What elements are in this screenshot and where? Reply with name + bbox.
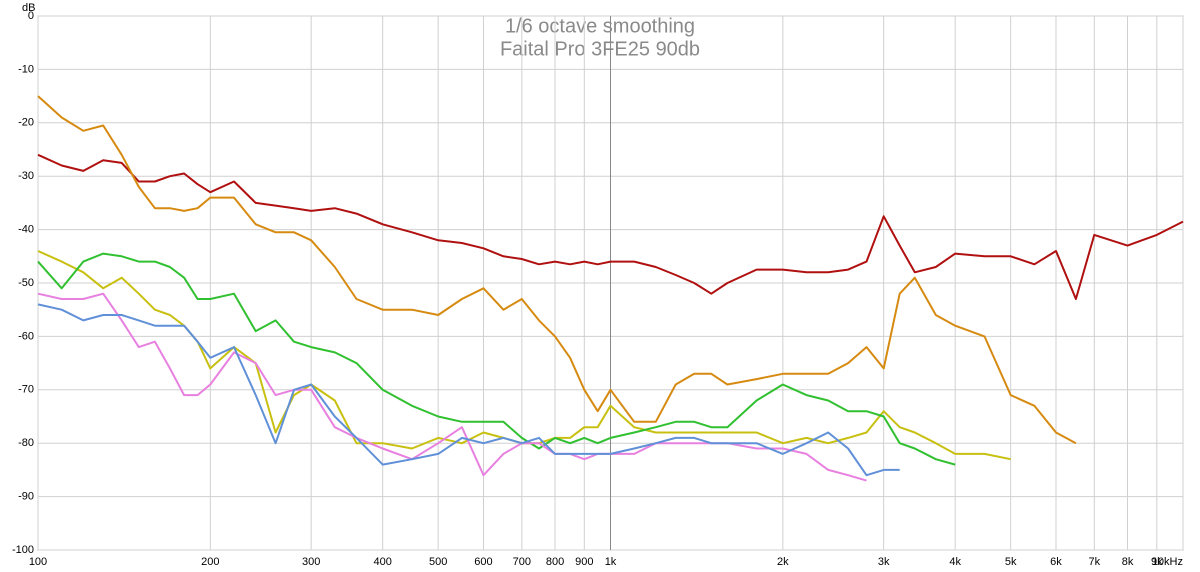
y-tick-label: -30 [18,170,34,182]
x-tick-label: 500 [429,556,447,568]
y-tick-label: -80 [18,437,34,449]
y-tick-label: -70 [18,384,34,396]
series-line [37,303,900,477]
chart-subtitle: Faital Pro 3FE25 90db [500,38,700,60]
x-tick-label: 200 [201,556,219,568]
x-tick-label: 2k [777,556,789,568]
y-tick-label: -60 [18,330,34,342]
series-line [37,153,1184,300]
y-tick-label: 0 [28,10,34,22]
x-tick-label: 5k [1005,556,1017,568]
x-tick-label: 600 [474,556,492,568]
series-line [37,252,956,466]
y-axis-label: dB [22,2,35,14]
x-tick-label: 700 [513,556,531,568]
x-tick-label: 8k [1122,556,1134,568]
x-tick-label: 7k [1089,556,1101,568]
y-tick-label: -90 [18,491,34,503]
y-tick-label: -10 [18,63,34,75]
y-tick-label: -50 [18,277,34,289]
x-tick-label: 4k [949,556,961,568]
series-line [37,95,1077,445]
y-tick-label: -20 [18,117,34,129]
y-tick-label: -40 [18,224,34,236]
chart-title: 1/6 octave smoothing [505,15,695,37]
x-tick-label: 900 [575,556,593,568]
x-tick-label: 3k [878,556,890,568]
x-tick-label: 100 [29,556,47,568]
x-tick-label: 1k [605,556,617,568]
x-tick-label: 800 [546,556,564,568]
x-tick-label: 400 [373,556,391,568]
y-tick-label: -100 [12,544,34,556]
x-tick-label: 300 [302,556,320,568]
x-tick-label: 10kHz [1152,556,1183,568]
x-tick-label: 9k [1151,556,1163,568]
x-tick-label: 6k [1050,556,1062,568]
